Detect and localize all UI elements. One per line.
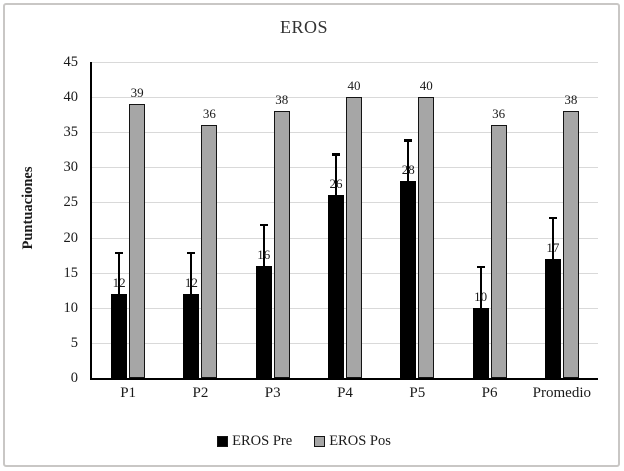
- gridline-35: [92, 132, 598, 134]
- bar-eros-pos-p1: [129, 104, 146, 378]
- x-tick-p6: P6: [481, 385, 498, 401]
- data-label-eros-pos-p6: 36: [492, 106, 506, 122]
- y-tick-10: 10: [63, 299, 79, 316]
- bar-eros-pre-p4: [328, 195, 344, 378]
- data-label-eros-pos-p5: 40: [419, 78, 433, 94]
- plot-area: 12 39 12 36 16 38 26 40 28 40 10 36 17 38: [90, 62, 598, 380]
- gridline-15: [92, 272, 598, 274]
- error-bar-promedio: [551, 216, 554, 259]
- bar-eros-pos-p4: [346, 97, 362, 378]
- bar-eros-pre-p1: [111, 293, 128, 378]
- bar-eros-pos-p2: [201, 125, 218, 378]
- data-label-eros-pre-p3: 16: [257, 246, 271, 262]
- legend-label-eros-pos: EROS Pos: [329, 433, 391, 449]
- legend-swatch-eros-pos: [314, 435, 326, 447]
- x-tick-p4: P4: [337, 385, 353, 401]
- data-label-eros-pre-promedio: 17: [546, 239, 560, 255]
- x-tick-p5: P5: [409, 385, 426, 401]
- data-label-eros-pre-p4: 26: [329, 176, 343, 192]
- error-bar-p5: [407, 139, 410, 182]
- bar-eros-pos-p5: [418, 97, 435, 378]
- gridline-30: [92, 167, 598, 169]
- y-tick-25: 25: [63, 194, 79, 211]
- gridline-10: [92, 307, 598, 309]
- data-label-eros-pre-p2: 12: [184, 274, 198, 290]
- legend-swatch-eros-pre: [217, 435, 229, 447]
- error-bar-p2: [190, 251, 193, 294]
- gridline-25: [92, 202, 598, 204]
- y-tick-40: 40: [63, 89, 79, 106]
- data-label-eros-pos-p3: 38: [275, 92, 289, 108]
- chart-title: EROS: [279, 17, 328, 37]
- data-label-eros-pre-p6: 10: [474, 288, 488, 304]
- bar-eros-pre-promedio: [544, 258, 561, 378]
- data-label-eros-pos-p2: 36: [202, 106, 216, 122]
- error-bar-p3: [262, 223, 265, 266]
- legend-item-eros-pos: EROS Pos: [314, 434, 391, 448]
- gridline-45: [92, 62, 598, 63]
- data-label-eros-pos-p4: 40: [347, 78, 361, 94]
- error-bar-cap-p5: [404, 139, 413, 142]
- bar-eros-pos-p6: [490, 125, 507, 378]
- y-tick-20: 20: [63, 229, 79, 246]
- error-bar-p1: [118, 251, 121, 294]
- x-tick-p2: P2: [192, 385, 209, 401]
- bar-eros-pre-p6: [472, 307, 489, 378]
- gridline-40: [92, 97, 598, 99]
- y-tick-30: 30: [63, 159, 79, 176]
- y-tick-35: 35: [63, 124, 79, 141]
- bar-eros-pre-p3: [255, 265, 272, 378]
- bar-eros-pos-p3: [273, 111, 290, 378]
- bar-eros-pre-p2: [183, 293, 200, 378]
- error-bar-cap-promedio: [548, 216, 557, 219]
- data-label-eros-pos-promedio: 38: [564, 92, 578, 108]
- data-label-eros-pre-p5: 28: [401, 162, 415, 178]
- x-tick-p3: P3: [264, 385, 281, 401]
- error-bar-cap-p1: [115, 251, 124, 255]
- gridline-20: [92, 237, 598, 239]
- y-tick-15: 15: [63, 264, 79, 281]
- data-label-eros-pre-p1: 12: [112, 274, 126, 290]
- y-tick-5: 5: [70, 334, 78, 351]
- legend-item-eros-pre: EROS Pre: [217, 434, 292, 448]
- data-label-eros-pos-p1: 39: [130, 85, 144, 101]
- bar-eros-pre-p5: [400, 181, 417, 378]
- legend-label-eros-pre: EROS Pre: [232, 433, 293, 449]
- y-tick-45: 45: [63, 54, 79, 70]
- error-bar-p6: [479, 265, 482, 308]
- error-bar-cap-p2: [187, 251, 196, 255]
- error-bar-p4: [335, 153, 337, 196]
- error-bar-cap-p6: [476, 265, 485, 269]
- y-tick-0: 0: [70, 370, 78, 386]
- gridline-5: [92, 342, 598, 344]
- error-bar-cap-p4: [332, 153, 340, 156]
- x-tick-p1: P1: [120, 385, 137, 401]
- x-tick-promedio: Promedio: [532, 385, 592, 401]
- legend: EROS Pre EROS Pos: [0, 432, 608, 450]
- bar-eros-pos-promedio: [562, 111, 579, 378]
- error-bar-cap-p3: [259, 223, 268, 227]
